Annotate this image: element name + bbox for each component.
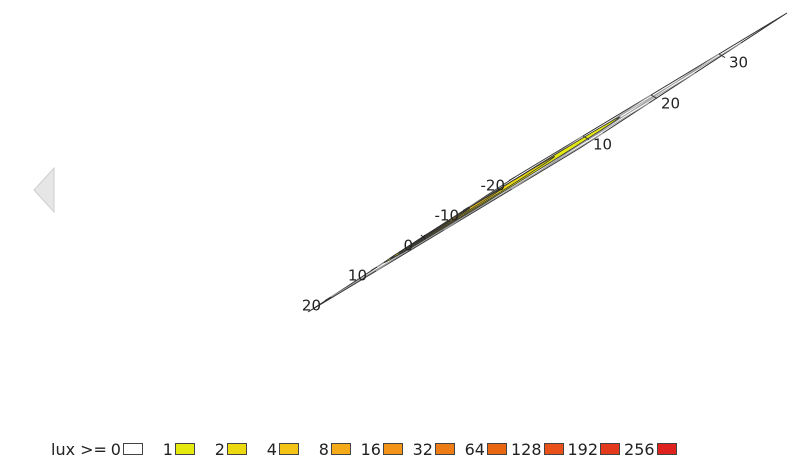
legend-label: 8 (318, 439, 329, 459)
y-tick-label: 20 (661, 95, 680, 113)
x-tick-label: 0 (403, 237, 413, 255)
x-tick-label: 10 (348, 267, 367, 285)
legend-swatch (226, 443, 247, 455)
x-tick-label: -20 (481, 177, 506, 195)
legend-swatch (122, 443, 143, 455)
legend-label: 1 (162, 439, 173, 459)
legend-label: 32 (412, 439, 433, 459)
legend-swatch (656, 443, 677, 455)
legend: lux >= 0 1 2 4 8 16 32 64 128 192 256 (51, 438, 681, 460)
legend-label: 128 (510, 439, 542, 459)
y-tick-mark (582, 135, 590, 141)
legend-item: 128 (511, 440, 568, 459)
x-tick-mark (370, 266, 378, 272)
legend-item: 256 (624, 440, 681, 459)
legend-prefix: lux >= (51, 439, 107, 459)
legend-item: 64 (459, 440, 511, 459)
legend-swatch (486, 443, 507, 455)
legend-swatch (174, 443, 195, 455)
legend-label: 2 (214, 439, 225, 459)
legend-item: 8 (303, 440, 355, 459)
legend-item: 0 (109, 440, 147, 459)
x-tick-label: -10 (435, 207, 460, 225)
legend-item: 1 (147, 440, 199, 459)
legend-swatch (330, 443, 351, 455)
legend-label: 256 (624, 439, 655, 459)
legend-swatch (382, 443, 403, 455)
legend-item: 4 (251, 440, 303, 459)
legend-swatch (543, 443, 564, 455)
x-tick-mark (508, 176, 516, 182)
legend-item: 32 (407, 440, 459, 459)
x-tick-mark (416, 236, 424, 242)
triangle-left-icon (33, 166, 55, 214)
legend-label: 64 (464, 439, 485, 459)
x-tick-mark (462, 206, 470, 212)
legend-swatch (278, 443, 299, 455)
legend-swatch (600, 443, 621, 455)
legend-label: 0 (110, 439, 121, 459)
x-tick-mark (324, 296, 332, 302)
y-tick-mark (650, 94, 658, 100)
legend-swatch (434, 443, 455, 455)
grid-line-y (511, 53, 720, 190)
y-tick-label: 30 (729, 54, 748, 72)
legend-label: 16 (360, 439, 381, 459)
previous-button[interactable] (24, 160, 64, 220)
x-tick-label: 20 (302, 297, 321, 315)
y-tick-mark (718, 53, 726, 59)
y-tick-label: 10 (593, 136, 612, 154)
legend-item: 16 (355, 440, 407, 459)
legend-label: 4 (266, 439, 277, 459)
legend-label: 192 (567, 439, 599, 459)
legend-item: 2 (199, 440, 251, 459)
legend-item: 192 (568, 440, 625, 459)
